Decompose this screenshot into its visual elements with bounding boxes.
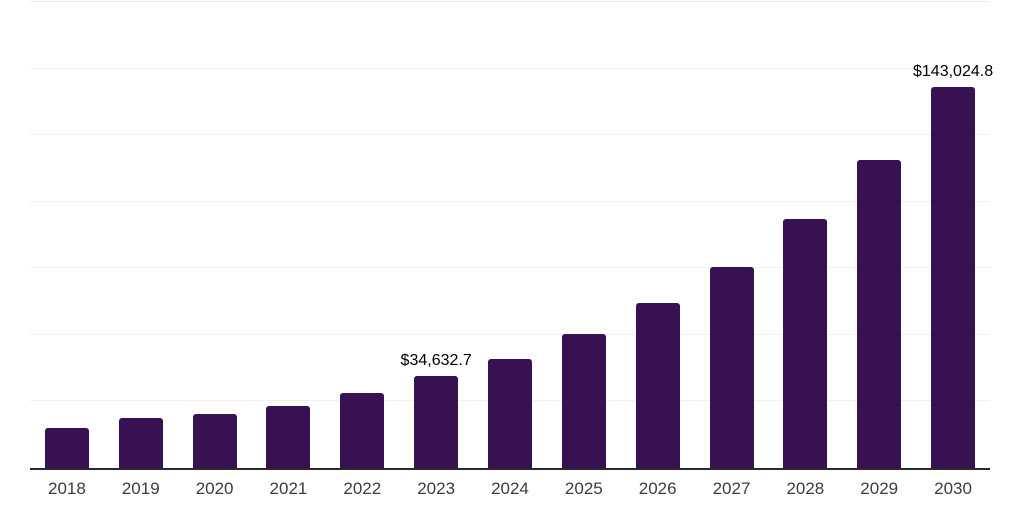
x-tick-label-2030: 2030 — [934, 479, 972, 498]
x-tick-label-2018: 2018 — [48, 479, 86, 498]
data-label-2030: $143,024.8 — [913, 63, 994, 81]
bar-slot-2029 — [842, 2, 916, 468]
x-tick-label-2027: 2027 — [712, 479, 751, 498]
bar-2018 — [44, 427, 89, 468]
bar-slot-2019 — [104, 2, 178, 468]
x-tick-label-2028: 2028 — [786, 479, 825, 498]
x-tick-label-2022: 2022 — [343, 479, 382, 498]
bar-slot-2026 — [621, 2, 695, 468]
bar-slot-2018 — [30, 2, 104, 468]
gridline-175000 — [30, 1, 990, 2]
x-tick-label-2026: 2026 — [638, 479, 677, 498]
bar-2025 — [561, 333, 606, 468]
bar-2021 — [266, 406, 311, 468]
bar-slot-2023: $34,632.7 — [399, 2, 473, 468]
gridline-125000 — [30, 134, 990, 136]
bar-slot-2024 — [473, 2, 547, 468]
bars-container: $34,632.7 $143,024.8 — [30, 2, 994, 468]
bar-slot-2027 — [695, 2, 769, 468]
bar-2024 — [487, 359, 532, 468]
bar-2022 — [340, 392, 385, 468]
bar-slot-2020 — [178, 2, 252, 468]
gridline-50000 — [30, 333, 990, 335]
bar-slot-2030: $143,024.8 — [913, 2, 994, 468]
bar-2019 — [118, 418, 163, 468]
bar-2028 — [783, 218, 828, 468]
bar-2023 — [414, 375, 459, 468]
x-tick-label-2020: 2020 — [195, 479, 234, 498]
bar-2029 — [857, 159, 902, 468]
x-tick-label-2023: 2023 — [417, 479, 456, 498]
bar-2026 — [635, 303, 680, 468]
bar-2027 — [709, 266, 754, 468]
bar-slot-2025 — [547, 2, 621, 468]
gridline-75000 — [30, 267, 990, 269]
bar-2030 — [931, 87, 976, 468]
bar-2020 — [192, 414, 237, 468]
bar-slot-2021 — [252, 2, 326, 468]
x-tick-label-2019: 2019 — [121, 479, 160, 498]
plot-area: $34,632.7 $143,024.8 — [30, 1, 994, 470]
x-tick-label-2024: 2024 — [491, 479, 529, 498]
x-tick-label-2025: 2025 — [564, 479, 603, 498]
gridline-150000 — [30, 67, 990, 69]
bar-slot-2022 — [325, 2, 399, 468]
x-tick-label-2021: 2021 — [269, 479, 308, 498]
x-axis-labels: 2018 2019 2020 2021 2022 2023 2024 2025 2026 2027… — [30, 479, 990, 499]
x-tick-label-2029: 2029 — [860, 479, 899, 498]
bar-slot-2028 — [768, 2, 842, 468]
gridline-100000 — [30, 200, 990, 202]
data-label-2023: $34,632.7 — [400, 351, 472, 369]
